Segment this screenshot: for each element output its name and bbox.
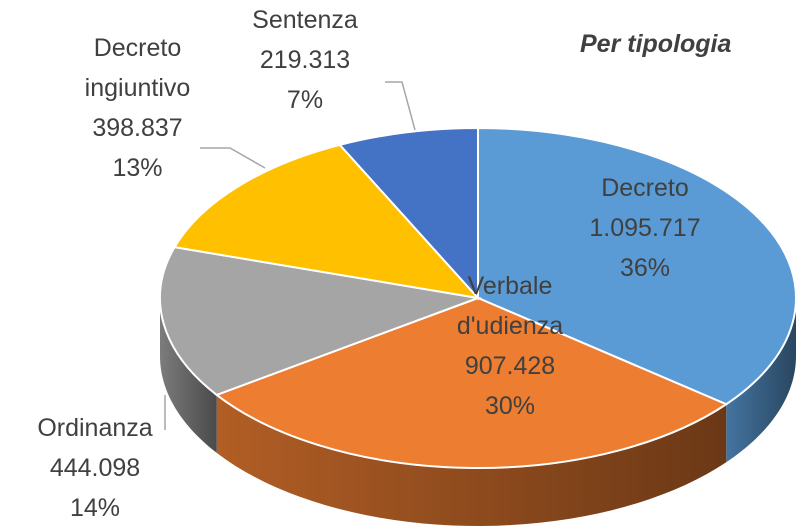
label-percent: 7% [286,86,324,114]
data-label: Sentenza 219.313 7% [230,0,380,120]
pie-side [726,298,796,463]
pie-slice [172,143,481,300]
label-value: 444.098 [49,454,141,482]
label-value: 907.428 [464,352,556,380]
label-value: 1.095.717 [589,214,701,242]
data-label: Verbale d'udienza 907.428 30% [420,266,600,426]
data-label: Decreto ingiuntivo 398.837 13% [50,28,225,188]
leader-line [385,81,416,131]
chart-title: Per tipologia [580,30,732,58]
label-value: 219.313 [259,46,351,74]
pie-slice [337,126,479,301]
data-label: Ordinanza 444.098 14% [5,408,185,528]
label-percent: 36% [619,254,671,282]
label-name: Verbale d'udienza [456,272,564,340]
label-percent: 30% [484,392,536,420]
pie-slice [214,296,729,469]
leader-line [200,147,266,169]
pie-slice [477,126,797,406]
label-percent: 14% [69,494,121,522]
label-percent: 13% [112,154,163,182]
leader-lines [164,81,416,430]
pie-side [216,394,727,526]
label-name: Ordinanza [37,414,153,442]
pie-slice [159,246,482,397]
data-label: Decreto 1.095.717 36% [560,168,730,288]
label-name: Decreto [601,174,689,202]
label-name: Sentenza [252,6,358,34]
pie-tops [159,126,797,469]
pie-side [160,298,217,453]
pie-sides [160,298,796,526]
label-value: 398.837 [92,114,183,142]
label-name: Decreto ingiuntivo [84,34,191,102]
